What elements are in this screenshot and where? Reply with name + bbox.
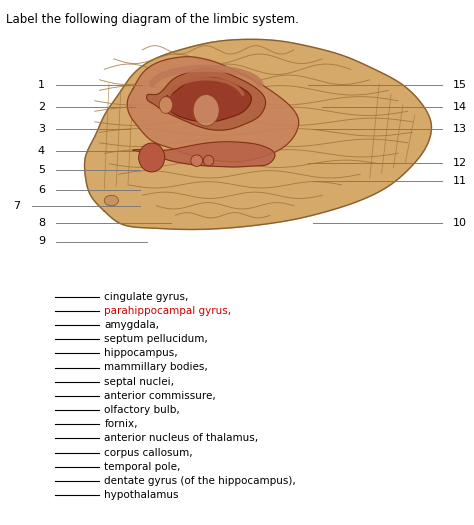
Text: 3: 3 [38,124,45,134]
Text: anterior nucleus of thalamus,: anterior nucleus of thalamus, [104,433,258,444]
Text: 1: 1 [38,80,45,90]
Text: 11: 11 [453,176,467,186]
Ellipse shape [138,143,165,172]
Text: olfactory bulb,: olfactory bulb, [104,405,180,415]
Text: 6: 6 [38,185,45,195]
Ellipse shape [191,155,202,166]
Text: mammillary bodies,: mammillary bodies, [104,362,208,373]
Text: corpus callosum,: corpus callosum, [104,447,193,458]
Text: dentate gyrus (of the hippocampus),: dentate gyrus (of the hippocampus), [104,476,296,486]
Text: Label the following diagram of the limbic system.: Label the following diagram of the limbi… [6,13,299,26]
Text: 8: 8 [38,217,45,228]
Text: 5: 5 [38,165,45,175]
Ellipse shape [159,97,173,113]
Text: 4: 4 [38,145,45,156]
Text: 15: 15 [453,80,467,90]
Polygon shape [161,78,251,122]
Text: 2: 2 [38,102,45,112]
Text: hippocampus,: hippocampus, [104,348,178,359]
Text: anterior commissure,: anterior commissure, [104,391,216,401]
Text: 14: 14 [453,102,467,112]
Text: septum pellucidum,: septum pellucidum, [104,334,208,344]
Ellipse shape [104,195,118,206]
Text: 10: 10 [453,217,467,228]
Text: parahippocampal gyrus,: parahippocampal gyrus, [104,306,231,316]
Polygon shape [133,142,275,167]
Ellipse shape [193,94,219,126]
Text: 7: 7 [13,201,20,211]
Polygon shape [84,39,431,229]
Polygon shape [146,69,265,130]
Text: 9: 9 [38,236,45,247]
Ellipse shape [203,155,214,166]
Text: 12: 12 [453,158,467,168]
Text: hypothalamus: hypothalamus [104,490,179,500]
Text: 13: 13 [453,124,467,134]
Text: amygdala,: amygdala, [104,320,159,330]
Text: fornix,: fornix, [104,419,138,429]
Polygon shape [127,57,299,162]
Text: septal nuclei,: septal nuclei, [104,376,174,387]
Text: cingulate gyrus,: cingulate gyrus, [104,291,189,302]
Text: temporal pole,: temporal pole, [104,461,181,472]
